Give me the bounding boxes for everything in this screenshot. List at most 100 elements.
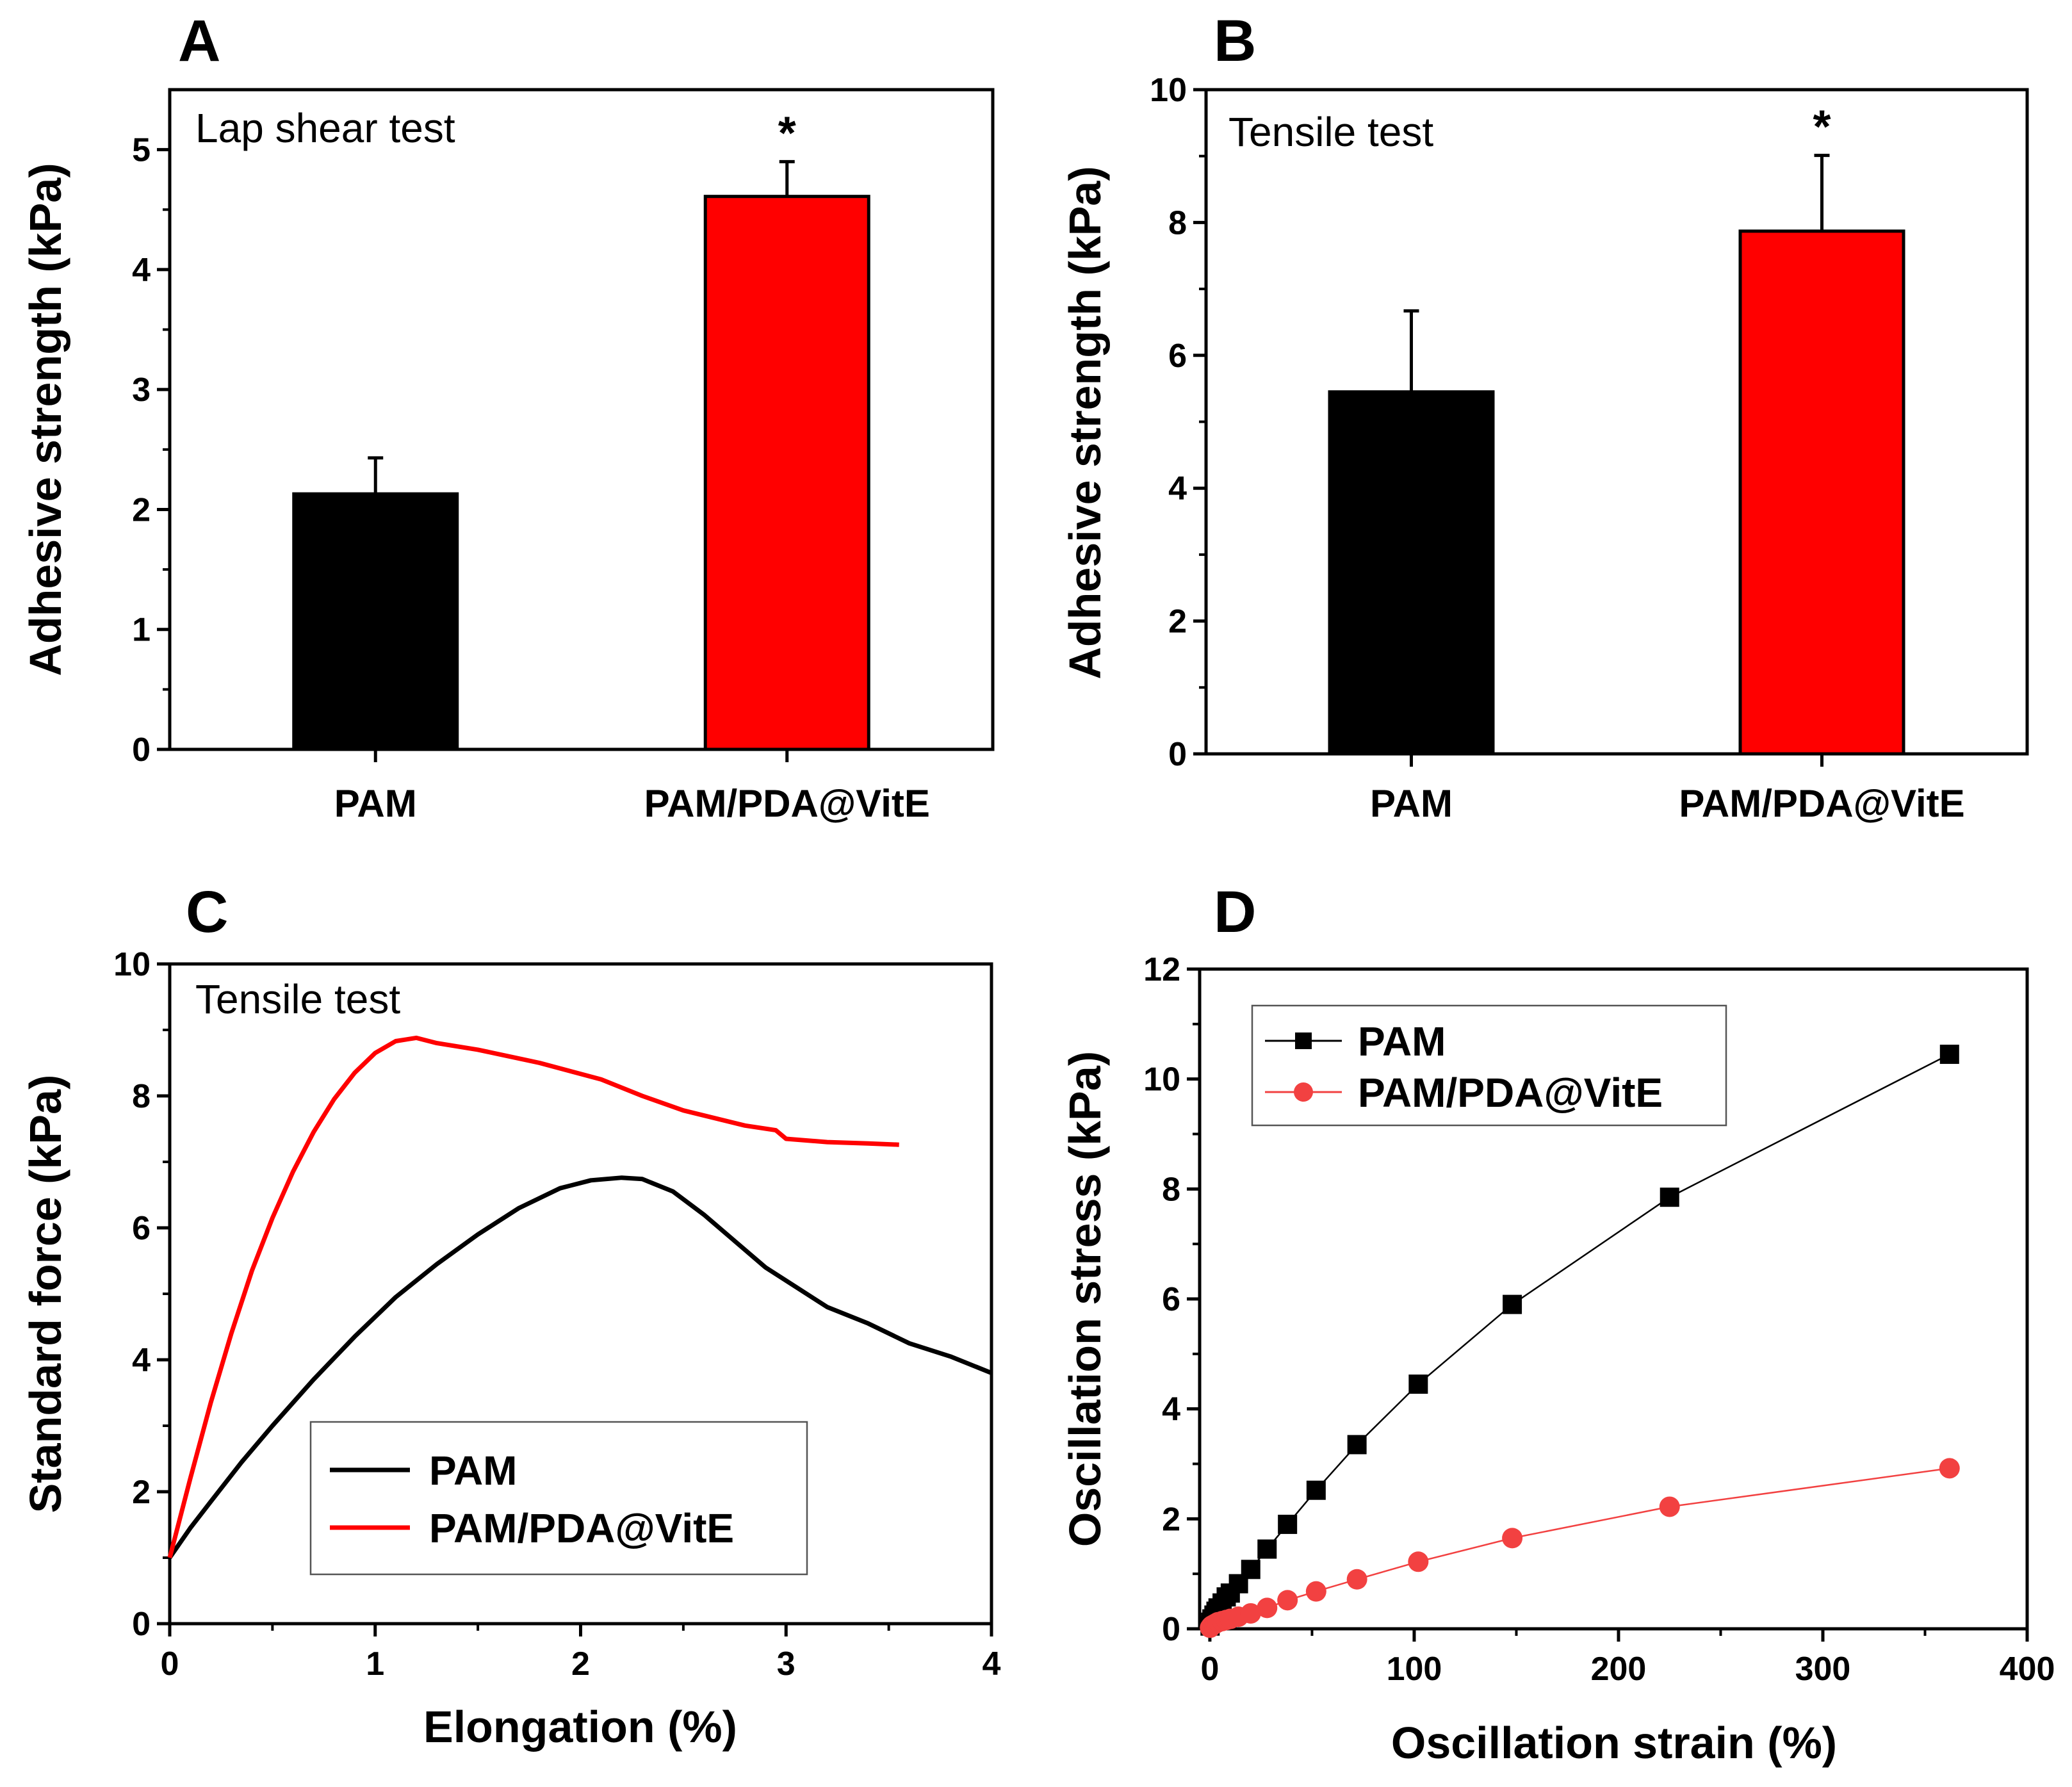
y-tick-label: 4	[132, 1342, 151, 1379]
y-tick-label: 4	[132, 252, 151, 289]
category-label: PAM/PDA@VitE	[644, 782, 930, 825]
category-label: PAM	[1370, 782, 1453, 825]
panel-c-x-axis-label: Elongation (%)	[423, 1702, 737, 1752]
x-tick-label: 0	[161, 1645, 179, 1683]
y-tick-label: 6	[132, 1210, 151, 1247]
data-point-pam-pda-vite	[1939, 1458, 1960, 1479]
legend-marker-pam-pda-vite	[1294, 1082, 1313, 1102]
series-line-pam-pda-vite	[167, 1035, 899, 1558]
panel-b-y-ticks: 0 2 4 6 8 10	[1150, 72, 1206, 773]
data-point-pam-pda-vite	[1659, 1496, 1680, 1517]
y-tick-label: 6	[1162, 1281, 1180, 1318]
panel-a: A Lap shear test Adhesive strength (kPa)…	[20, 8, 995, 825]
data-point-pam	[1241, 1560, 1260, 1579]
panel-a-frame	[168, 88, 995, 751]
panel-c-y-axis-label: Standard force (kPa)	[20, 1075, 70, 1514]
data-point-pam	[1347, 1435, 1367, 1455]
data-point-pam-pda-vite	[1408, 1551, 1429, 1572]
y-tick-label: 10	[1150, 72, 1187, 109]
y-tick-label: 0	[132, 731, 151, 769]
x-tick-label: 100	[1387, 1651, 1442, 1688]
panel-b-bars: *	[1328, 102, 1905, 756]
x-tick-label: 2	[571, 1645, 590, 1683]
y-tick-label: 5	[132, 132, 151, 169]
y-tick-label: 0	[132, 1606, 151, 1643]
bar-pam	[1328, 390, 1495, 756]
panel-c-lines	[167, 1035, 993, 1559]
data-point-pam	[1306, 1480, 1326, 1500]
bar-pam-pda-vite	[703, 195, 870, 751]
y-tick-label: 6	[1168, 338, 1187, 375]
data-point-pam-pda-vite	[1277, 1590, 1298, 1611]
panel-d-y-ticks: 0 2 4 6 8 10 12	[1143, 951, 1200, 1648]
panel-d-label: D	[1214, 879, 1256, 945]
data-point-pam	[1257, 1539, 1277, 1559]
panel-d-lines	[1200, 1045, 1960, 1638]
legend-marker-pam	[1295, 1032, 1312, 1049]
data-point-pam-pda-vite	[1257, 1597, 1278, 1619]
legend-label-pam: PAM	[1358, 1018, 1446, 1065]
panel-c-annotation: Tensile test	[195, 976, 400, 1022]
panel-c: C Tensile test Standard force (kPa) Elon…	[20, 879, 1001, 1752]
x-tick-label: 400	[2000, 1651, 2055, 1688]
category-label: PAM	[334, 782, 417, 825]
legend-label-pam: PAM	[429, 1448, 517, 1494]
panel-d: D Oscillation stress (kPa) Oscillation s…	[1060, 879, 2055, 1768]
y-tick-label: 8	[132, 1078, 151, 1115]
data-point-pam-pda-vite	[1346, 1569, 1367, 1590]
series-line-pam	[168, 1175, 993, 1559]
x-tick-label: 200	[1591, 1651, 1647, 1688]
panel-a-categories: PAM PAM/PDA@VitE	[334, 749, 930, 825]
y-tick-label: 2	[1168, 603, 1187, 641]
panel-d-legend: PAM PAM/PDA@VitE	[1251, 1004, 1727, 1127]
y-tick-label: 0	[1168, 736, 1187, 773]
y-tick-label: 12	[1143, 951, 1180, 988]
data-point-pam	[1408, 1375, 1428, 1394]
panel-a-y-axis-label: Adhesive strength (kPa)	[20, 163, 70, 676]
y-tick-label: 8	[1162, 1171, 1180, 1208]
y-tick-label: 10	[1143, 1061, 1180, 1098]
x-tick-label: 1	[366, 1645, 384, 1683]
data-point-pam	[1660, 1187, 1679, 1207]
bar-pam	[292, 492, 459, 751]
significance-star: *	[1813, 102, 1831, 153]
data-point-pam	[1503, 1294, 1522, 1314]
panel-b: B Tensile test Adhesive strength (kPa) 0…	[1060, 8, 2029, 825]
x-tick-label: 300	[1795, 1651, 1851, 1688]
panel-a-y-ticks: 0 1 2 3 4 5	[132, 132, 170, 769]
panel-c-y-ticks: 0 2 4 6 8 10	[113, 946, 170, 1643]
y-tick-label: 1	[132, 612, 151, 649]
y-tick-label: 3	[132, 371, 151, 409]
significance-star: *	[778, 108, 796, 159]
panel-c-x-ticks: 0 1 2 3 4	[161, 1624, 1001, 1683]
panel-b-categories: PAM PAM/PDA@VitE	[1370, 754, 1965, 825]
y-tick-label: 4	[1162, 1391, 1180, 1428]
panel-a-bars: *	[292, 108, 870, 751]
legend-label-pam-pda-vite: PAM/PDA@VitE	[429, 1505, 734, 1551]
data-point-pam-pda-vite	[1240, 1603, 1261, 1624]
data-point-pam-pda-vite	[1305, 1581, 1326, 1602]
data-point-pam	[1939, 1045, 1959, 1065]
panel-b-annotation: Tensile test	[1228, 109, 1433, 155]
y-tick-label: 0	[1162, 1611, 1180, 1648]
data-point-pam	[1278, 1514, 1298, 1534]
panel-c-legend: PAM PAM/PDA@VitE	[309, 1421, 808, 1576]
y-tick-label: 4	[1168, 470, 1187, 507]
x-tick-label: 3	[777, 1645, 795, 1683]
y-tick-label: 2	[132, 1474, 151, 1511]
panel-b-y-axis-label: Adhesive strength (kPa)	[1060, 166, 1110, 679]
panel-a-label: A	[178, 8, 220, 74]
x-tick-label: 0	[1200, 1651, 1219, 1688]
y-tick-label: 8	[1168, 204, 1187, 241]
panel-d-x-ticks: 0 100 200 300 400	[1200, 1629, 2055, 1688]
series-line-pam	[1209, 1053, 1950, 1626]
x-tick-label: 4	[983, 1645, 1001, 1683]
panel-c-label: C	[186, 879, 228, 945]
legend-label-pam-pda-vite: PAM/PDA@VitE	[1358, 1070, 1663, 1116]
category-label: PAM/PDA@VitE	[1679, 782, 1964, 825]
panel-d-x-axis-label: Oscillation strain (%)	[1391, 1718, 1837, 1768]
y-tick-label: 2	[1162, 1501, 1180, 1538]
data-point-pam-pda-vite	[1502, 1528, 1523, 1549]
panel-a-annotation: Lap shear test	[195, 105, 455, 151]
